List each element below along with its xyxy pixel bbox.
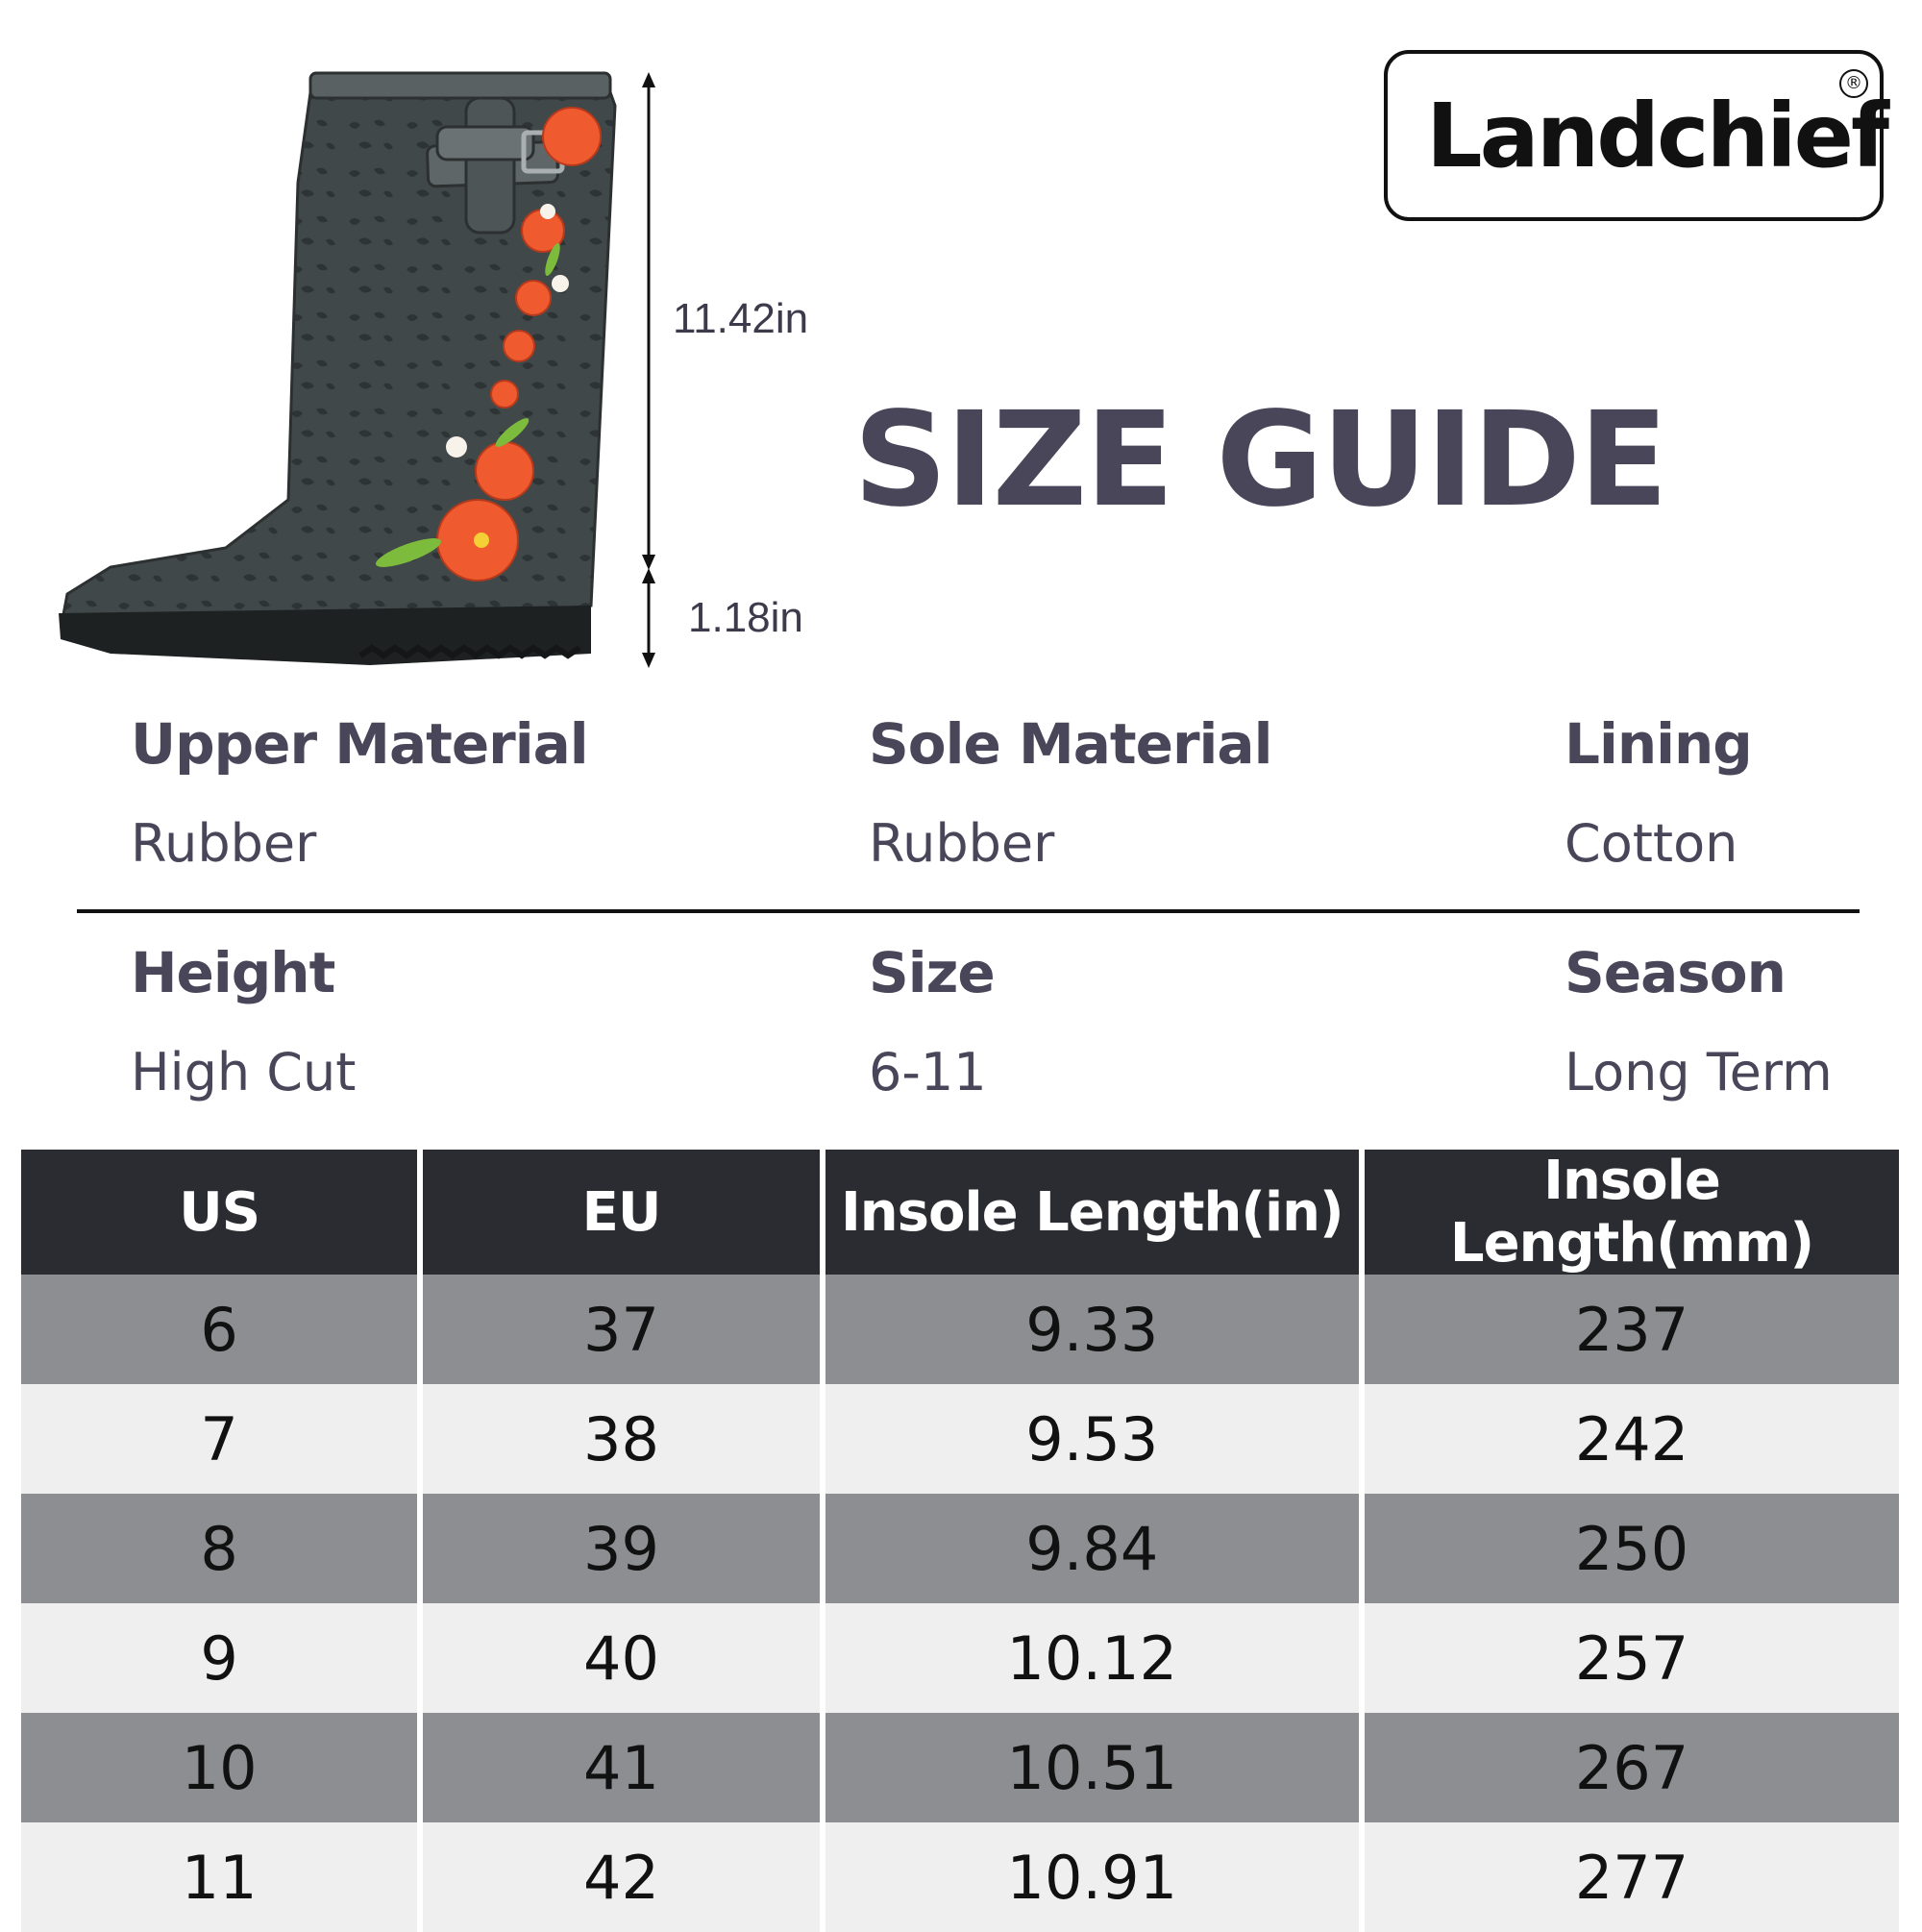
cell-insole-mm: 250 [1364,1494,1899,1603]
brand-logo: Landchief ® [1384,50,1889,221]
spec-value-sole-material: Rubber [869,813,1055,874]
column-header-insole-mm: Insole Length(mm) [1364,1150,1899,1275]
spec-heading-season: Season [1565,940,1786,1005]
table-row: 7 38 9.53 242 [21,1384,1899,1494]
table-row: 8 39 9.84 250 [21,1494,1899,1603]
table-row: 11 42 10.91 277 [21,1822,1899,1932]
column-header-insole-in: Insole Length(in) [825,1150,1359,1275]
spec-value-height: High Cut [131,1042,357,1102]
cell-insole-mm: 237 [1364,1275,1899,1384]
cell-insole-in: 10.12 [825,1603,1359,1713]
cell-insole-mm: 257 [1364,1603,1899,1713]
brand-logo-text: Landchief [1426,85,1889,187]
table-row: 6 37 9.33 237 [21,1275,1899,1384]
spec-value-season: Long Term [1565,1042,1833,1102]
cell-eu: 41 [423,1713,820,1822]
rain-boot-image [59,71,617,665]
spec-heading-sole-material: Sole Material [869,711,1272,777]
cell-insole-in: 10.91 [825,1822,1359,1932]
spec-divider [77,909,1860,913]
cell-eu: 40 [423,1603,820,1713]
spec-heading-lining: Lining [1565,711,1753,777]
cell-insole-in: 9.84 [825,1494,1359,1603]
cell-insole-mm: 267 [1364,1713,1899,1822]
cell-eu: 38 [423,1384,820,1494]
shaft-height-label: 11.42in [673,295,809,342]
flower-decoration [436,107,602,582]
registered-mark-icon: ® [1839,69,1868,98]
table-header-row: US EU Insole Length(in) Insole Length(mm… [21,1150,1899,1275]
height-measurement [642,72,655,668]
cell-us: 8 [21,1494,418,1603]
page-title: SIZE GUIDE [853,384,1668,536]
cell-insole-in: 9.33 [825,1275,1359,1384]
size-chart-table: US EU Insole Length(in) Insole Length(mm… [15,1150,1905,1932]
table-row: 9 40 10.12 257 [21,1603,1899,1713]
cell-insole-mm: 242 [1364,1384,1899,1494]
column-header-eu: EU [423,1150,820,1275]
heel-height-label: 1.18in [688,594,803,641]
spec-heading-upper-material: Upper Material [131,711,589,777]
cell-us: 6 [21,1275,418,1384]
cell-us: 9 [21,1603,418,1713]
cell-us: 7 [21,1384,418,1494]
spec-value-size: 6-11 [869,1042,987,1102]
cell-eu: 37 [423,1275,820,1384]
cell-insole-mm: 277 [1364,1822,1899,1932]
cell-eu: 42 [423,1822,820,1932]
spec-heading-height: Height [131,940,335,1005]
spec-value-upper-material: Rubber [131,813,317,874]
spec-heading-size: Size [869,940,996,1005]
cell-insole-in: 9.53 [825,1384,1359,1494]
table-row: 10 41 10.51 267 [21,1713,1899,1822]
cell-eu: 39 [423,1494,820,1603]
cell-us: 10 [21,1713,418,1822]
column-header-us: US [21,1150,418,1275]
cell-insole-in: 10.51 [825,1713,1359,1822]
spec-value-lining: Cotton [1565,813,1738,874]
cell-us: 11 [21,1822,418,1932]
